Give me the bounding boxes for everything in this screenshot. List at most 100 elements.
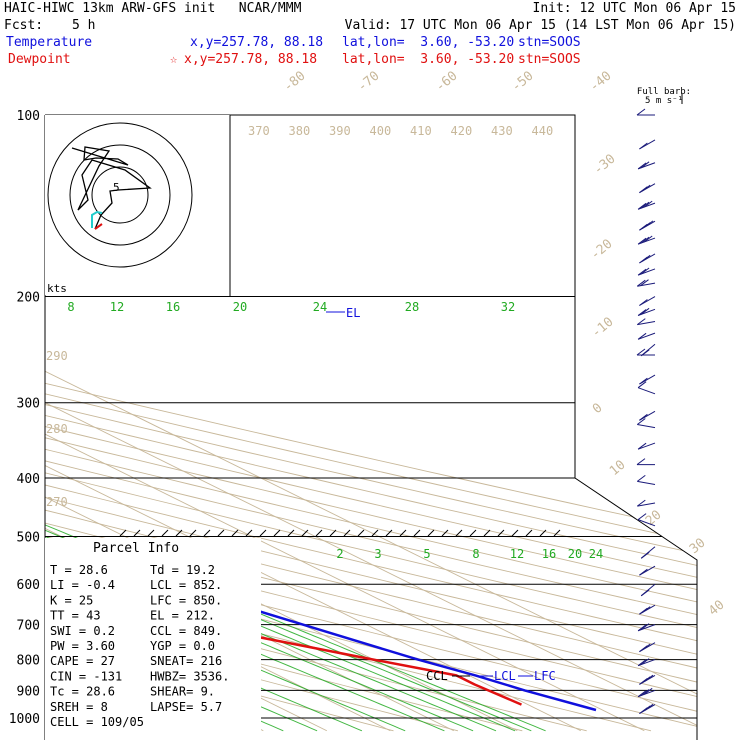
hatch-mark bbox=[203, 529, 211, 537]
parcel-info-left: SWI = 0.2 bbox=[50, 624, 115, 638]
dry-adiabat-line bbox=[45, 115, 697, 732]
wind-barb-flag bbox=[637, 268, 647, 276]
mixing-ratio-label: 28 bbox=[405, 300, 419, 314]
wind-barb bbox=[636, 318, 656, 326]
wind-barb-flag bbox=[640, 236, 650, 244]
hatch-mark bbox=[371, 529, 379, 537]
full-barb-unit: 5 m s⁻¹ bbox=[645, 96, 683, 106]
hatch-mark bbox=[133, 529, 141, 537]
wind-barb-flag bbox=[641, 254, 651, 262]
wind-barb-staff bbox=[637, 387, 656, 395]
wind-barb-staff bbox=[637, 237, 656, 245]
wind-barb-staff bbox=[637, 624, 656, 632]
wind-barb bbox=[637, 623, 656, 632]
wind-barb bbox=[639, 296, 656, 306]
dewpoint-profile-line bbox=[45, 115, 522, 706]
legend-temperature-stn: stn=SOOS bbox=[518, 35, 581, 50]
theta-label: 430 bbox=[491, 124, 513, 138]
hodograph-ring-label: 5 bbox=[113, 181, 120, 194]
hodograph-surface-marker bbox=[94, 223, 103, 230]
header-fcst-label: Fcst: bbox=[4, 18, 43, 33]
wind-barb bbox=[639, 253, 656, 264]
wind-barb bbox=[637, 267, 656, 276]
dry-adiabat-line bbox=[45, 115, 697, 732]
wind-barb-flag bbox=[639, 142, 648, 150]
wind-barb bbox=[639, 220, 656, 231]
parcel-info-right: EL = 212. bbox=[150, 609, 215, 623]
legend-dewpoint-stn: stn=SOOS bbox=[518, 52, 581, 67]
temperature-profile-line bbox=[45, 115, 597, 712]
hodograph-units-label: kts bbox=[47, 282, 67, 295]
wind-barb-flag bbox=[637, 513, 647, 520]
mixing-ratio-label: 16 bbox=[166, 300, 180, 314]
hodograph-low-level-trace bbox=[91, 210, 103, 228]
wind-barb-staff bbox=[637, 480, 656, 486]
wind-barb bbox=[637, 332, 656, 340]
mixing-ratio-label: 16 bbox=[542, 547, 556, 561]
hatch-mark bbox=[273, 529, 281, 537]
isotherm-line bbox=[45, 115, 697, 732]
plot-frame-right bbox=[45, 114, 698, 740]
wind-barb-flag bbox=[637, 690, 647, 697]
hatch-mark bbox=[147, 529, 155, 537]
mixing-ratio-label: 20 bbox=[568, 547, 582, 561]
hatch-mark bbox=[175, 529, 183, 537]
parcel-info-right: LAPSE= 5.7 bbox=[150, 700, 222, 714]
wind-barb bbox=[639, 139, 656, 150]
wind-barb-flag bbox=[639, 377, 648, 385]
isotherm-label: -20 bbox=[588, 236, 616, 263]
isotherm-label: -10 bbox=[589, 314, 617, 341]
wind-barb-staff bbox=[637, 320, 656, 326]
wind-barb bbox=[636, 474, 656, 486]
wind-barb-flag bbox=[644, 220, 654, 228]
mixing-ratio-label: 8 bbox=[472, 547, 479, 561]
pressure-tick-label: 400 bbox=[17, 472, 40, 487]
parcel-info-right: SHEAR= 9. bbox=[150, 685, 215, 699]
wind-barb-flag bbox=[637, 442, 647, 450]
pressure-tick-label: 200 bbox=[17, 291, 40, 306]
full-barb-label: Full barb: bbox=[637, 87, 691, 97]
wind-barb-flag bbox=[643, 687, 653, 695]
wind-barb-flag bbox=[637, 381, 647, 389]
ccl-label: CCL bbox=[426, 669, 448, 683]
wind-barb-staff bbox=[637, 424, 656, 429]
theta-label: 440 bbox=[532, 124, 554, 138]
wind-barb bbox=[640, 546, 656, 559]
mixing-ratio-label: 20 bbox=[233, 300, 247, 314]
wind-barb-staff bbox=[637, 519, 656, 527]
wind-barb-staff bbox=[637, 442, 656, 450]
dry-adiabat-line bbox=[45, 115, 652, 732]
dry-adiabat-line bbox=[45, 115, 587, 732]
wind-barb bbox=[639, 674, 656, 685]
el-label: EL bbox=[346, 306, 360, 320]
parcel-info-left: CELL = 109/05 bbox=[50, 715, 144, 729]
parcel-info-left: PW = 3.60 bbox=[50, 639, 115, 653]
isotherm-label: 10 bbox=[607, 458, 629, 480]
isotherm-label: -60 bbox=[433, 68, 461, 95]
parcel-info-left: TT = 43 bbox=[50, 609, 101, 623]
hodograph-background bbox=[45, 115, 230, 295]
theta-label: 420 bbox=[451, 124, 473, 138]
hatch-mark bbox=[315, 529, 323, 537]
wind-barb-flag bbox=[640, 623, 650, 630]
mixing-ratio-label: 3 bbox=[374, 547, 381, 561]
legend-dewpoint-star-icon: ☆ bbox=[170, 52, 177, 66]
mixing-ratio-line bbox=[45, 268, 363, 732]
wind-barb-flag bbox=[637, 202, 647, 210]
wind-barb bbox=[639, 565, 656, 576]
wind-barb bbox=[637, 307, 656, 316]
wind-barb bbox=[637, 200, 656, 210]
hatch-mark bbox=[287, 529, 295, 537]
wind-barb bbox=[636, 279, 656, 287]
wind-barb-flag bbox=[640, 589, 650, 597]
wind-barb-flag bbox=[640, 689, 650, 696]
isotherm-label: -70 bbox=[355, 68, 383, 95]
wind-barb bbox=[639, 604, 656, 615]
wind-barb bbox=[636, 108, 655, 116]
mixing-ratio-label: 32 bbox=[501, 300, 515, 314]
wind-barb-flag bbox=[637, 624, 647, 632]
wind-barb bbox=[639, 183, 656, 194]
lcl-label: LCL bbox=[494, 669, 516, 683]
wind-barb-staff bbox=[637, 282, 656, 287]
wind-barb-flag bbox=[639, 413, 648, 421]
